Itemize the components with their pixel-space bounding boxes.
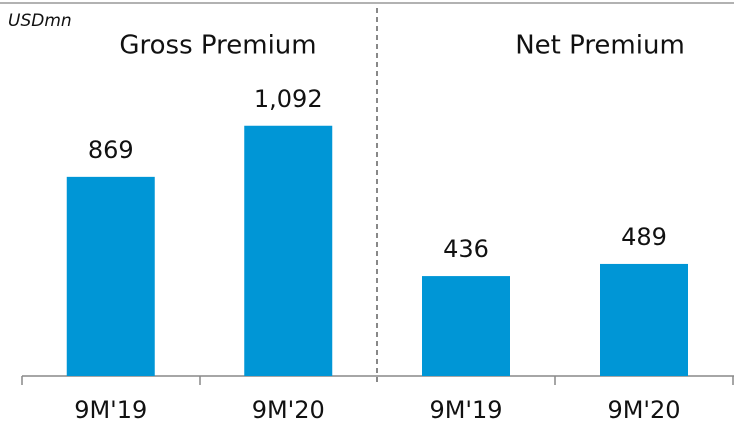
- category-separators: [21, 376, 734, 385]
- value-label: 869: [88, 136, 134, 164]
- x-tick-label: 9M'20: [607, 396, 680, 423]
- panel-title: Gross Premium: [119, 31, 316, 61]
- bar: [244, 125, 333, 376]
- panel-title: Net Premium: [515, 31, 685, 61]
- value-label: 436: [443, 235, 489, 263]
- x-tick-label: 9M'19: [74, 396, 147, 423]
- x-tick-label: 9M'20: [252, 396, 325, 423]
- bar: [600, 263, 688, 376]
- x-tick-label: 9M'19: [429, 396, 502, 423]
- bar: [422, 276, 510, 376]
- value-label: 1,092: [254, 85, 323, 113]
- unit-label: USDmn: [8, 11, 72, 31]
- value-label: 489: [621, 223, 667, 251]
- bar: [66, 176, 155, 376]
